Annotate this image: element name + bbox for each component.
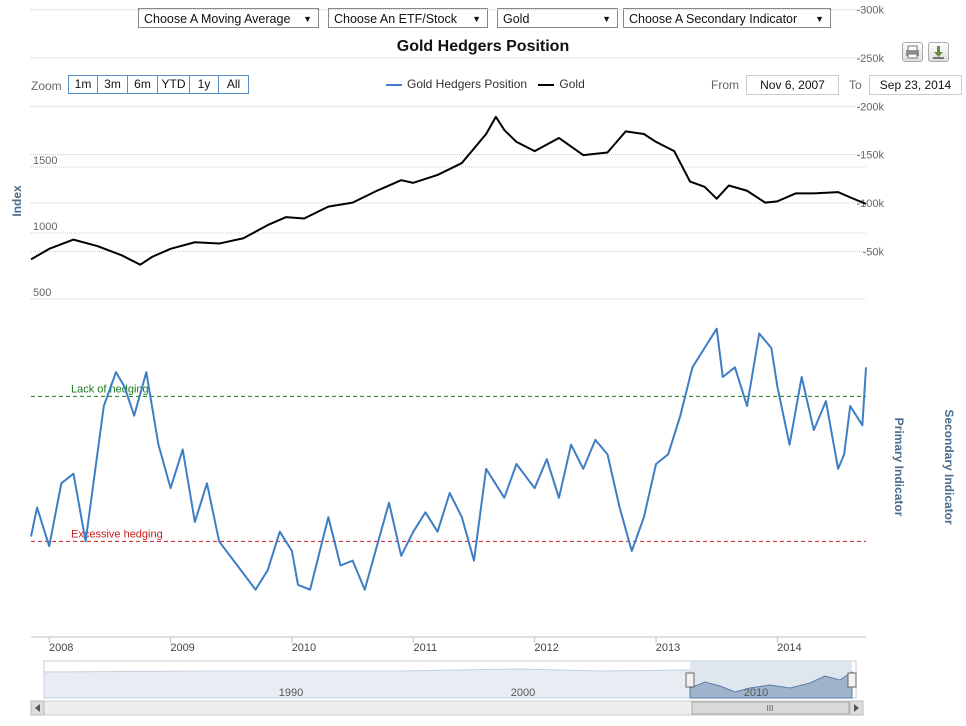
secondary-indicator-select-label: Choose A Secondary Indicator	[629, 12, 798, 26]
x-tick-label: 2011	[413, 642, 437, 654]
chart-legend: Gold Hedgers Position Gold	[386, 77, 585, 91]
lower-y-tick-label: -100k	[856, 198, 884, 210]
commodity-select[interactable]: Gold ▼	[497, 8, 618, 28]
zoom-ytd-button[interactable]: YTD	[157, 75, 190, 94]
navigator-left-handle[interactable]	[685, 672, 695, 688]
legend-swatch-gold	[538, 83, 555, 86]
commodity-select-label: Gold	[503, 12, 530, 26]
navigator-history-area	[43, 668, 691, 699]
legend-item-hedgers[interactable]: Gold Hedgers Position	[386, 77, 527, 91]
navigator-label-2000: 2000	[511, 687, 535, 699]
navigator[interactable]: 1990 2000 2010	[43, 660, 857, 699]
dropdown-arrow-icon: ▼	[472, 14, 481, 24]
legend-label-hedgers: Gold Hedgers Position	[407, 77, 528, 91]
moving-average-select-label: Choose A Moving Average	[144, 12, 291, 26]
lower-y-tick-label: -150k	[856, 150, 884, 162]
gold-line	[30, 115, 867, 266]
dropdown-arrow-icon: ▼	[602, 14, 611, 24]
moving-average-select[interactable]: Choose A Moving Average ▼	[138, 8, 319, 28]
primary-indicator-axis-title: Primary Indicator	[892, 418, 906, 517]
from-date-input[interactable]: Nov 6, 2007	[746, 75, 839, 95]
arrow-left-icon	[35, 704, 40, 712]
lower-y-axis: -50k-100k-150k-200k-250k-300k-350k	[856, 5, 885, 259]
x-tick-label: 2014	[777, 642, 801, 654]
legend-label-gold: Gold	[559, 77, 585, 91]
series-group	[30, 115, 867, 591]
etf-stock-select-label: Choose An ETF/Stock	[334, 12, 457, 26]
navigator-label-1990: 1990	[279, 687, 303, 699]
scrollbar[interactable]: III	[30, 700, 864, 716]
arrow-right-icon	[854, 704, 859, 712]
x-axis: 2008 2009 2010 2011 2012 2013 2014	[31, 636, 866, 654]
etf-stock-select[interactable]: Choose An ETF/Stock ▼	[328, 8, 488, 28]
dropdown-arrow-icon: ▼	[303, 14, 312, 24]
scrollbar-grip-icon: III	[767, 704, 774, 713]
to-label: To	[849, 78, 862, 92]
printer-icon	[906, 45, 919, 59]
lower-y-tick-label: -300k	[856, 5, 884, 17]
upper-y-tick-label: 500	[33, 287, 51, 299]
legend-swatch-hedgers	[386, 83, 402, 86]
download-icon	[933, 46, 944, 59]
dropdown-arrow-icon: ▼	[815, 14, 824, 24]
x-tick-label: 2012	[534, 642, 558, 654]
upper-y-tick-label: 1500	[33, 155, 57, 167]
zoom-label: Zoom	[31, 79, 62, 93]
x-tick-label: 2009	[170, 642, 194, 654]
secondary-indicator-axis-title: Secondary Indicator	[942, 409, 956, 525]
legend-item-gold[interactable]: Gold	[538, 77, 585, 91]
chart-title: Gold Hedgers Position	[396, 38, 570, 55]
lower-y-tick-label: -250k	[856, 53, 884, 65]
upper-y-tick-label: 1000	[33, 221, 57, 233]
from-label: From	[711, 78, 739, 92]
lower-y-tick-label: -200k	[856, 101, 884, 113]
upper-y-axis-title: Index	[10, 185, 24, 217]
excessive-hedging-label: Excessive hedging	[71, 528, 163, 540]
zoom-1m-button[interactable]: 1m	[68, 75, 98, 94]
export-button[interactable]	[928, 42, 949, 62]
x-tick-label: 2013	[656, 642, 680, 654]
navigator-label-2010: 2010	[744, 687, 768, 699]
zoom-all-button[interactable]: All	[218, 75, 249, 94]
to-date-input[interactable]: Sep 23, 2014	[869, 75, 962, 95]
print-button[interactable]	[902, 42, 923, 62]
lower-y-tick-label: -50k	[863, 246, 885, 258]
x-tick-label: 2010	[292, 642, 316, 654]
hedgers-position-line	[30, 327, 867, 591]
scrollbar-thumb[interactable]	[691, 701, 850, 715]
navigator-right-handle[interactable]	[847, 672, 857, 688]
secondary-indicator-select[interactable]: Choose A Secondary Indicator ▼	[623, 8, 831, 28]
x-tick-label: 2008	[49, 642, 73, 654]
upper-y-axis: 500 1000 1500	[33, 155, 57, 299]
